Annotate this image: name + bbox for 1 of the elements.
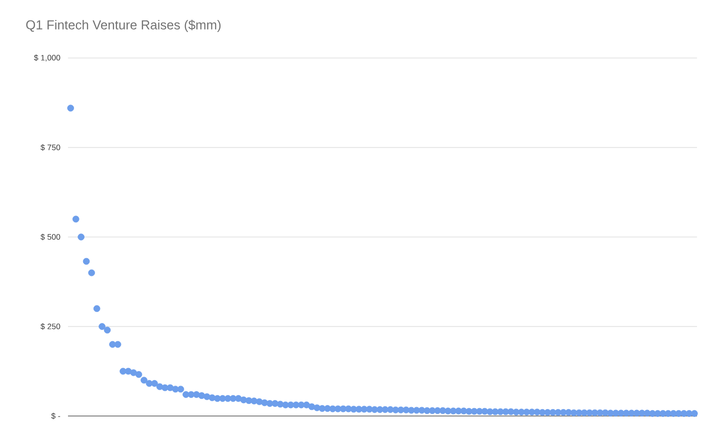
chart-title: Q1 Fintech Venture Raises ($mm) <box>26 20 221 32</box>
